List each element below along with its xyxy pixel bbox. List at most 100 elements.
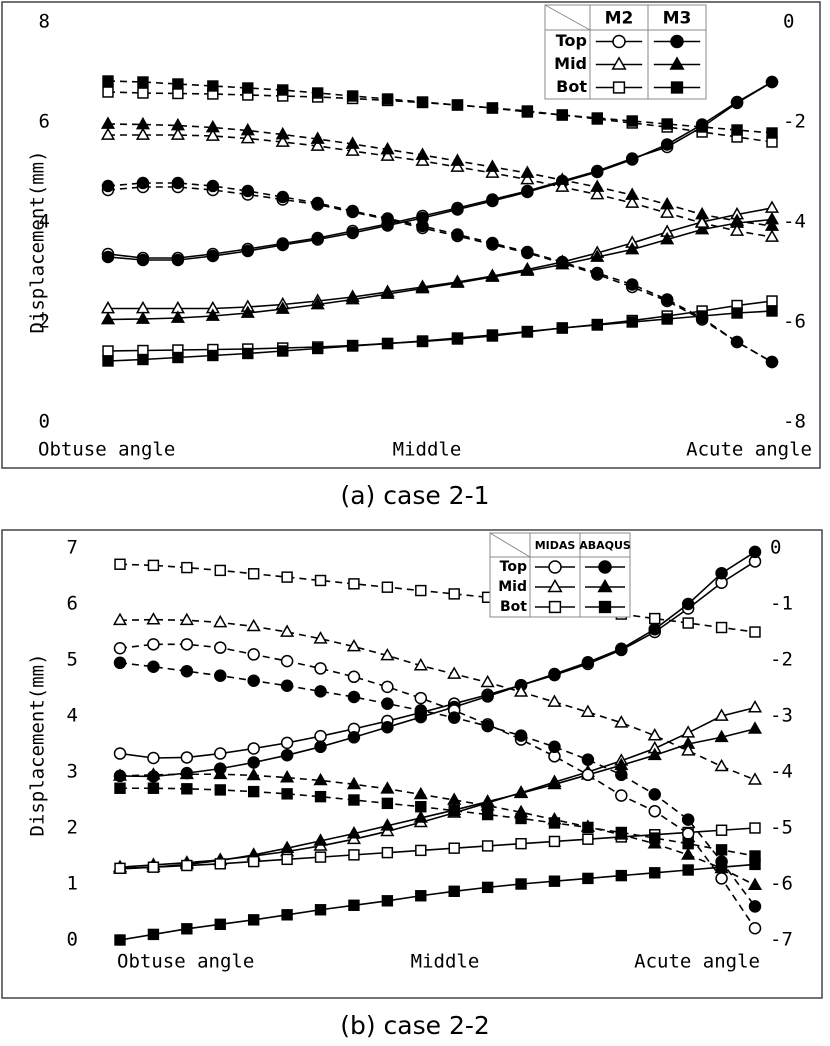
point [580,704,595,717]
point [310,296,325,310]
x-axis-label: Obtuse angle [38,439,175,461]
point [280,736,294,750]
y2-tick-label: -3 [770,705,793,727]
point [582,833,594,845]
point [661,118,673,130]
point [147,861,160,873]
point [240,305,255,318]
point [681,813,695,826]
point [180,638,194,651]
point [749,822,761,834]
point [170,117,185,131]
point [515,878,527,890]
y2-tick-label: -4 [783,211,806,233]
point [346,226,359,240]
point [170,127,185,140]
point [415,280,430,294]
point [413,658,428,671]
point [213,614,228,628]
point [481,881,494,894]
point [614,715,629,728]
legend-marker [547,578,563,593]
legend-row: Bot [556,77,587,96]
point [314,740,327,754]
point [380,148,395,161]
point [747,877,763,890]
point [626,115,638,127]
point [581,655,595,669]
point [147,559,160,572]
point [214,641,227,654]
point [447,711,461,724]
point [314,574,327,587]
point [147,660,160,673]
point [247,785,260,798]
point [649,612,661,625]
point [311,342,324,355]
legend-diagonal [544,4,591,31]
y2-tick-label: -2 [770,649,793,671]
legend-row: Bot [500,599,527,615]
point [314,790,327,803]
point [100,300,116,314]
point [247,756,260,769]
point [547,776,562,790]
point [591,112,603,124]
point [214,784,226,796]
point [695,221,710,235]
point [625,241,640,255]
point [555,179,570,192]
legend-column: ABAQUS [579,539,631,552]
point [731,307,743,319]
y2-tick-label: -1 [770,593,793,615]
point [147,638,160,651]
point [113,641,127,655]
point [281,853,293,866]
point [280,748,294,762]
point [346,90,359,102]
point [590,249,605,262]
series-line [107,81,773,261]
series-line [119,773,756,886]
point [415,890,427,902]
point [649,867,661,879]
legend-row: Top [500,559,527,575]
point [450,159,465,172]
point [764,200,780,213]
point [275,134,290,147]
point [514,729,528,742]
point [347,670,361,684]
point [381,337,394,350]
point [205,308,220,321]
point [348,794,360,806]
point [277,345,289,357]
point [485,269,500,282]
point [556,255,569,269]
point [102,86,114,98]
point [747,721,763,734]
point [214,564,226,577]
point [625,195,640,208]
point [381,212,394,225]
legend-column: MIDAS [535,539,576,552]
point [280,840,295,854]
point [730,335,744,349]
y-tick-label: 2 [39,311,50,333]
legend-marker [612,34,626,49]
point [172,78,184,90]
point [696,121,708,133]
point [311,196,324,210]
point [345,136,360,149]
point [347,731,361,744]
point [146,612,161,625]
legend-marker [598,600,612,614]
point [681,847,696,860]
point [548,740,561,754]
x-axis-label: Acute angle [634,951,760,973]
point [715,824,728,836]
point [172,351,184,364]
series-line [119,618,756,781]
point [451,228,464,241]
point [450,153,465,166]
